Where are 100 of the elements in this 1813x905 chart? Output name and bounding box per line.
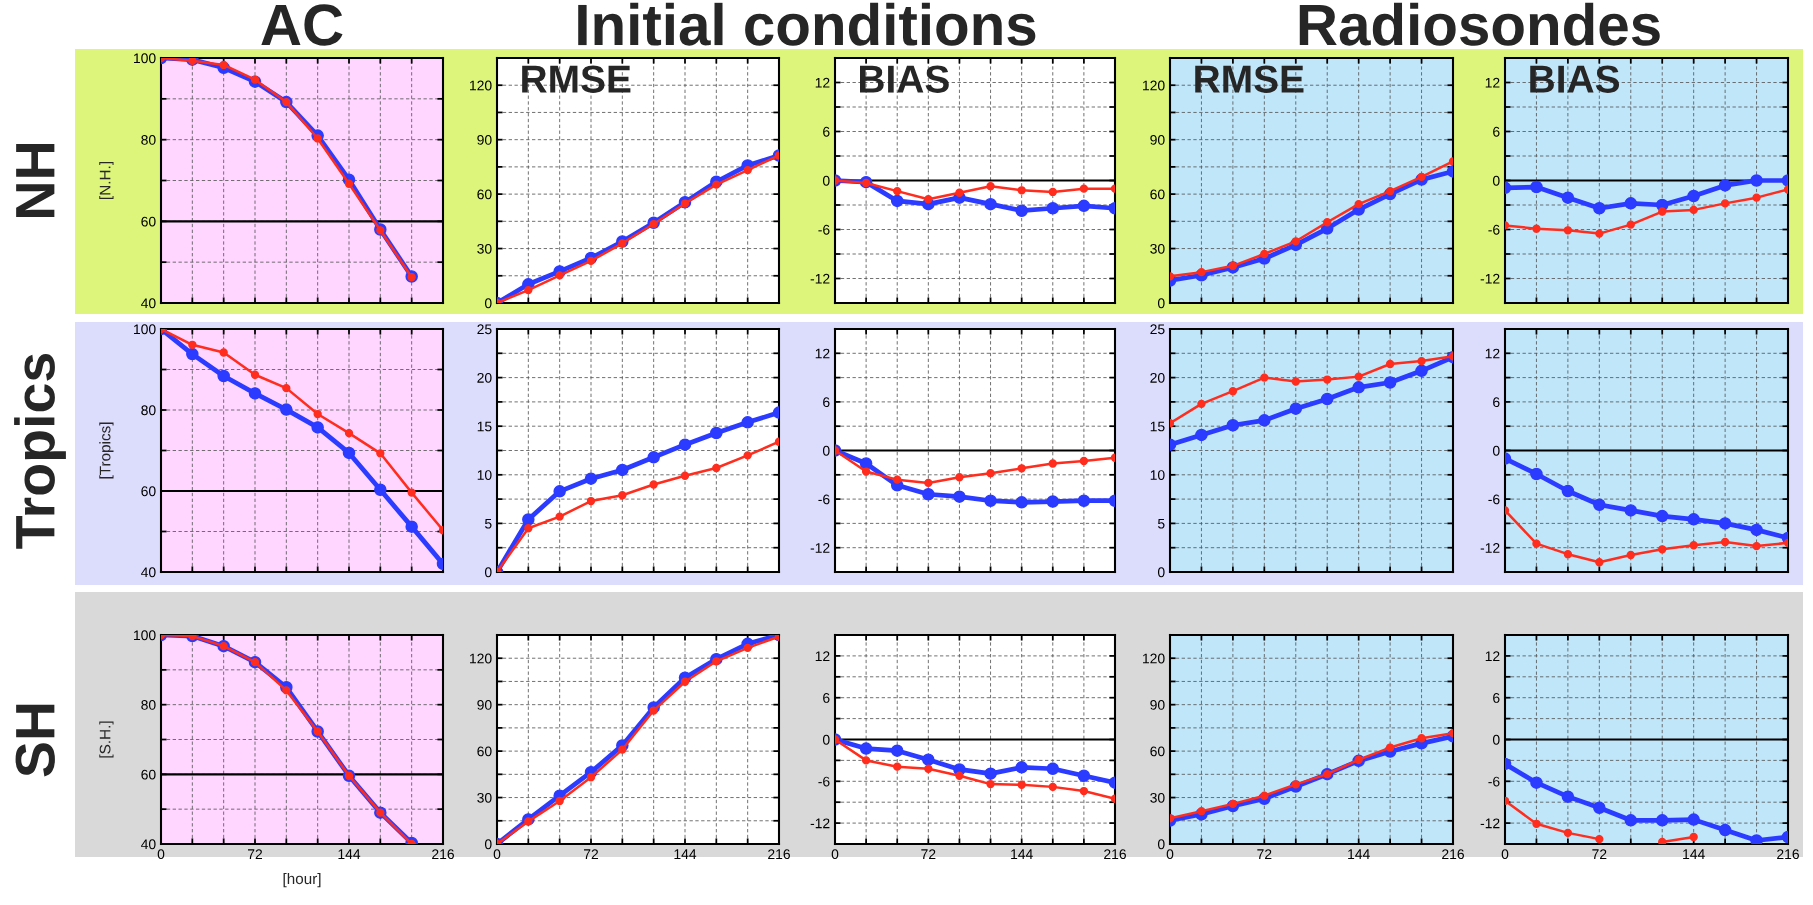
x-tick-label: 0	[831, 849, 839, 860]
text: Tropics	[14, 353, 66, 549]
y-tick-label: 6	[823, 126, 830, 137]
y-tick-label: 10	[1150, 470, 1165, 480]
x-tick-label: 72	[583, 849, 599, 859]
y-tick-label: -6	[818, 776, 830, 787]
y-tick-label: 5	[1157, 518, 1165, 529]
x-tick-label: 216	[1104, 849, 1126, 860]
x-tick-label: 72	[247, 849, 263, 859]
x-tick-label: 0	[493, 849, 501, 860]
chart-title: AC	[261, 4, 343, 46]
x-tick-label: 144	[1348, 849, 1370, 859]
y-tick-label: 60	[141, 486, 156, 497]
x-tick-label: 216	[432, 849, 454, 860]
y-tick-label: 90	[1150, 700, 1165, 710]
y-tick-label: 6	[1493, 397, 1500, 408]
x-tick-label: 72	[1592, 849, 1607, 859]
y-tick-label: 0	[1492, 175, 1500, 186]
y-tick-label: 5	[484, 518, 492, 529]
y-tick-label: -12	[1480, 273, 1500, 284]
y-tick-label: 20	[1150, 372, 1165, 383]
chart-title: Initial conditions	[578, 2, 1036, 46]
y-tick-label: -12	[810, 273, 830, 284]
text: NH	[16, 144, 55, 217]
y-tick-label: 60	[1150, 189, 1165, 200]
y-tick-label: 30	[477, 792, 492, 803]
x-tick-label: 144	[338, 849, 361, 859]
y-tick-label: 100	[134, 324, 156, 335]
y-tick-label: 0	[822, 734, 830, 745]
y-tick-label: 0	[484, 839, 492, 850]
y-tick-label: 40	[141, 298, 156, 309]
y-tick-label: 0	[484, 298, 492, 309]
y-tick-label: 40	[141, 567, 156, 578]
y-tick-label: 100	[134, 630, 156, 641]
text: SH	[15, 704, 55, 777]
y-tick-label: -12	[1480, 818, 1500, 829]
y-tick-label: 0	[1157, 567, 1165, 578]
y-tick-label: 12	[815, 348, 830, 359]
x-tick-label: 0	[1501, 849, 1509, 860]
y-tick-label: 60	[141, 769, 156, 780]
chart-subtitle: BIAS	[1530, 65, 1620, 93]
chart-subtitle: BIAS	[860, 65, 949, 93]
y-tick-label: -6	[1488, 776, 1500, 787]
y-tick-label: 15	[1150, 421, 1165, 432]
y-tick-label: -12	[1480, 543, 1500, 553]
y-tick-label: 30	[477, 243, 492, 254]
y-tick-label: 10	[477, 470, 492, 480]
y-tick-label: 25	[1150, 324, 1165, 335]
x-axis-title: [hour]	[283, 872, 321, 888]
chart-title: Radiosondes	[1299, 2, 1660, 46]
y-tick-label: 25	[477, 324, 492, 335]
x-tick-label: 0	[1166, 849, 1174, 860]
y-tick-label: 60	[141, 216, 156, 227]
y-tick-label: 100	[134, 53, 156, 64]
y-axis-title: [S.H.]	[99, 721, 114, 758]
y-tick-label: 20	[477, 372, 492, 383]
y-tick-label: 90	[477, 700, 492, 710]
y-tick-label: 0	[822, 175, 830, 186]
x-tick-label: 216	[1442, 849, 1464, 860]
y-tick-label: 60	[477, 746, 492, 757]
y-tick-label: 120	[470, 80, 492, 91]
y-tick-label: 120	[470, 653, 492, 664]
y-tick-label: 0	[1157, 839, 1165, 850]
y-tick-label: 80	[141, 135, 156, 145]
y-axis-title: [Tropics]	[99, 422, 114, 479]
y-tick-label: -6	[1488, 494, 1500, 505]
y-tick-label: 12	[815, 77, 830, 88]
y-tick-label: 12	[1485, 77, 1500, 88]
y-tick-label: -12	[810, 818, 830, 829]
y-tick-label: 40	[141, 839, 156, 850]
chart-subtitle: RMSE	[522, 65, 631, 93]
y-tick-label: 80	[141, 700, 156, 710]
y-tick-label: 12	[1485, 348, 1500, 359]
y-tick-label: 6	[823, 693, 830, 703]
y-tick-label: 0	[1492, 445, 1500, 456]
y-tick-label: -6	[818, 494, 830, 505]
y-tick-label: 0	[822, 445, 830, 456]
y-tick-label: 12	[815, 651, 830, 661]
x-tick-label: 144	[1011, 849, 1033, 859]
x-tick-label: 0	[157, 849, 165, 860]
y-tick-label: 30	[1150, 243, 1165, 254]
y-tick-label: 6	[1493, 126, 1500, 137]
y-tick-label: 0	[484, 567, 492, 578]
y-tick-label: 12	[1485, 651, 1500, 661]
y-tick-label: 0	[1492, 734, 1500, 745]
y-tick-label: 60	[477, 189, 492, 200]
y-tick-label: 0	[1157, 298, 1165, 309]
y-tick-label: 90	[1150, 135, 1165, 145]
x-tick-label: 144	[674, 849, 697, 859]
y-tick-label: 90	[477, 135, 492, 145]
y-tick-label: -6	[1488, 224, 1500, 235]
x-tick-label: 72	[921, 849, 936, 859]
y-tick-label: -12	[810, 543, 830, 553]
y-tick-label: 6	[1493, 693, 1500, 703]
y-tick-label: 60	[1150, 746, 1165, 757]
y-axis-title: [N.H.]	[99, 162, 114, 199]
y-tick-label: 120	[1143, 653, 1165, 664]
y-tick-label: 15	[477, 421, 492, 432]
x-tick-label: 144	[1683, 849, 1705, 859]
y-tick-label: 80	[141, 405, 156, 416]
